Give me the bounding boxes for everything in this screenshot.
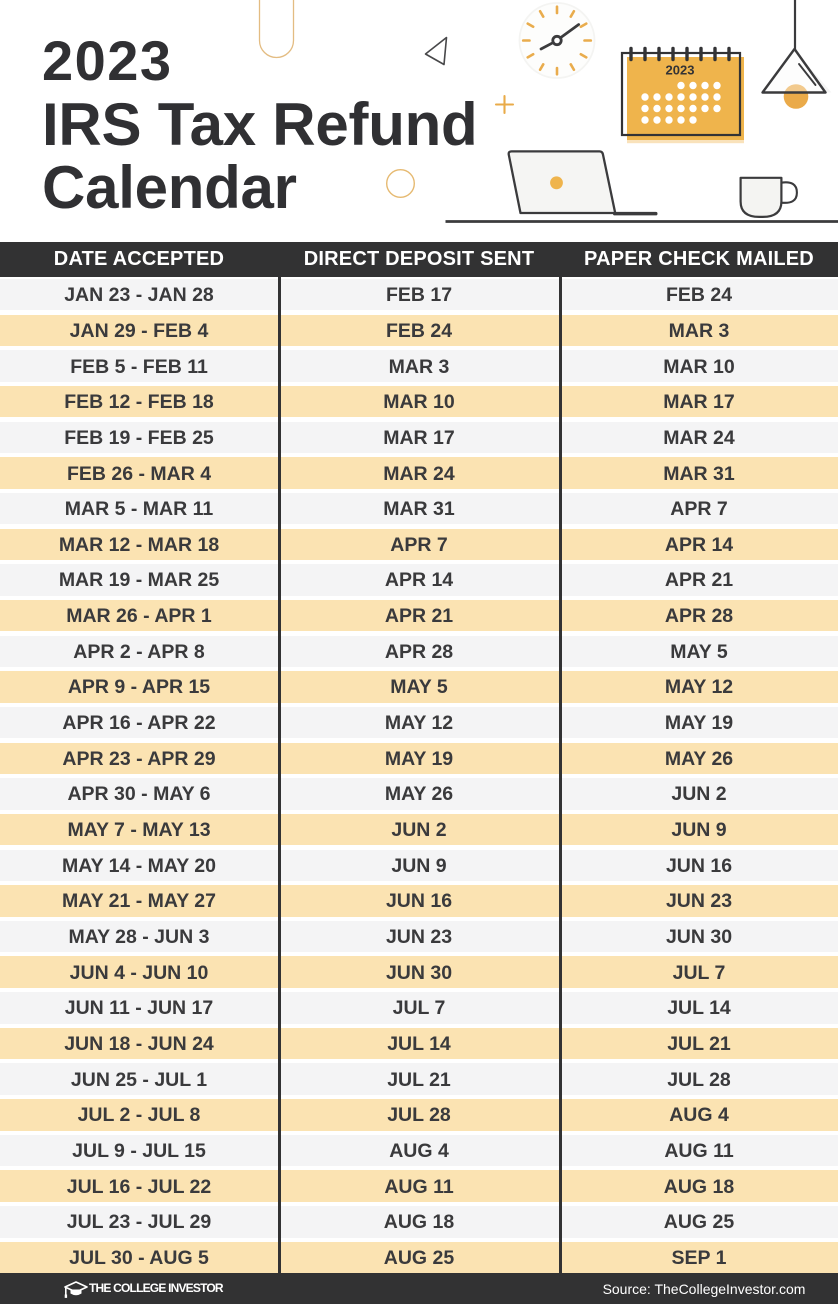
svg-text:2023: 2023 [666,63,695,78]
